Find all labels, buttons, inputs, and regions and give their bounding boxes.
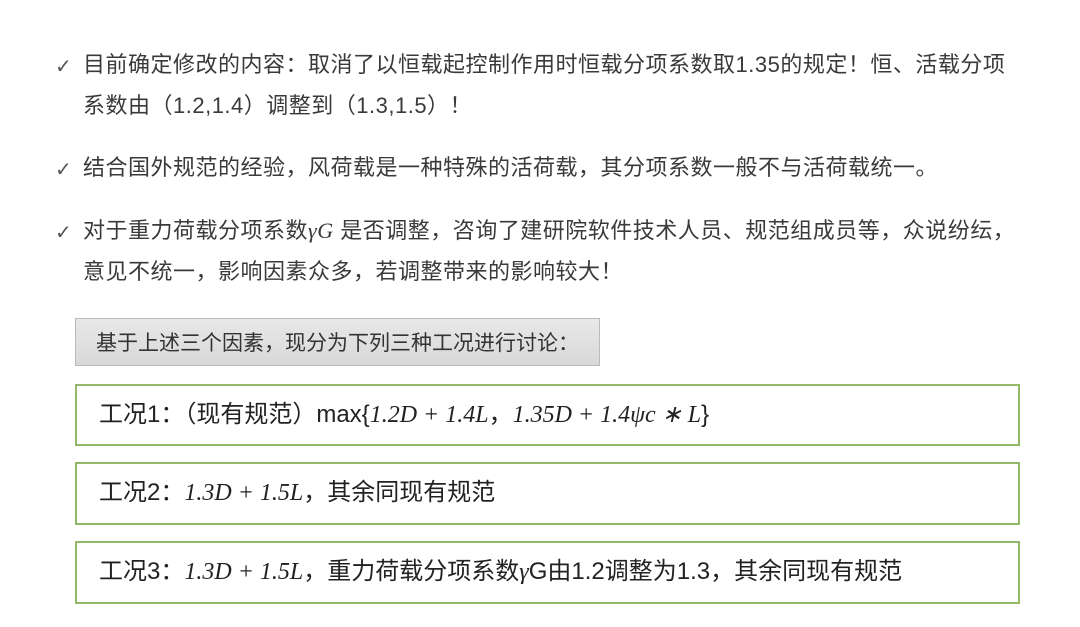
gamma-symbol: γ	[308, 218, 317, 243]
sub-header-box: 基于上述三个因素，现分为下列三种工况进行讨论：	[55, 318, 1025, 384]
case-tail: 由1.2调整为1.3，其余同现有规范	[547, 558, 902, 585]
case-formula: 1.2D + 1.4L	[370, 402, 489, 428]
case-close: }	[701, 401, 709, 428]
cases-container: 工况1：（现有规范）max{1.2D + 1.4L，1.35D + 1.4ψc …	[75, 384, 1020, 604]
bullet-text: 对于重力荷载分项系数γG 是否调整，咨询了建研院软件技术人员、规范组成员等，众说…	[83, 211, 1025, 292]
case-box-3: 工况3：1.3D + 1.5L，重力荷载分项系数γG由1.2调整为1.3，其余同…	[75, 541, 1020, 604]
case-box-1: 工况1：（现有规范）max{1.2D + 1.4L，1.35D + 1.4ψc …	[75, 384, 1020, 447]
gamma-symbol: γ	[519, 559, 528, 585]
gamma-sub: G	[317, 218, 333, 243]
slide: ✓ 目前确定修改的内容：取消了以恒载起控制作用时恒载分项系数取1.35的规定！恒…	[0, 0, 1080, 627]
check-icon: ✓	[55, 211, 83, 252]
case-formula: 1.3D + 1.5L	[184, 559, 303, 585]
bullet-text: 目前确定修改的内容：取消了以恒载起控制作用时恒载分项系数取1.35的规定！恒、活…	[83, 45, 1025, 126]
bullet-item-2: ✓ 结合国外规范的经验，风荷载是一种特殊的活荷载，其分项系数一般不与活荷载统一。	[55, 148, 1025, 189]
bullet-item-3: ✓ 对于重力荷载分项系数γG 是否调整，咨询了建研院软件技术人员、规范组成员等，…	[55, 211, 1025, 292]
case-lead: 工况1：（现有规范）max{	[99, 401, 370, 428]
case-sep: ，	[489, 401, 513, 428]
case-tail: ，其余同现有规范	[303, 479, 495, 506]
bullet-item-1: ✓ 目前确定修改的内容：取消了以恒载起控制作用时恒载分项系数取1.35的规定！恒…	[55, 45, 1025, 126]
check-icon: ✓	[55, 148, 83, 189]
sub-header-text: 基于上述三个因素，现分为下列三种工况进行讨论：	[75, 318, 600, 366]
case-formula: 1.3D + 1.5L	[184, 480, 303, 506]
psi-sub: c	[645, 402, 656, 428]
case-formula: 1.35D + 1.4ψ	[513, 402, 645, 428]
gamma-sub: G	[529, 558, 548, 585]
bullet-list: ✓ 目前确定修改的内容：取消了以恒载起控制作用时恒载分项系数取1.35的规定！恒…	[55, 45, 1025, 293]
case-box-2: 工况2：1.3D + 1.5L，其余同现有规范	[75, 462, 1020, 525]
case-lead: 工况2：	[99, 479, 184, 506]
check-icon: ✓	[55, 45, 83, 86]
bullet-text: 结合国外规范的经验，风荷载是一种特殊的活荷载，其分项系数一般不与活荷载统一。	[83, 148, 1025, 189]
case-lead: 工况3：	[99, 558, 184, 585]
text-part: 对于重力荷载分项系数	[83, 218, 308, 243]
case-mid: ，重力荷载分项系数	[303, 558, 519, 585]
case-formula: ∗ L	[656, 402, 701, 428]
